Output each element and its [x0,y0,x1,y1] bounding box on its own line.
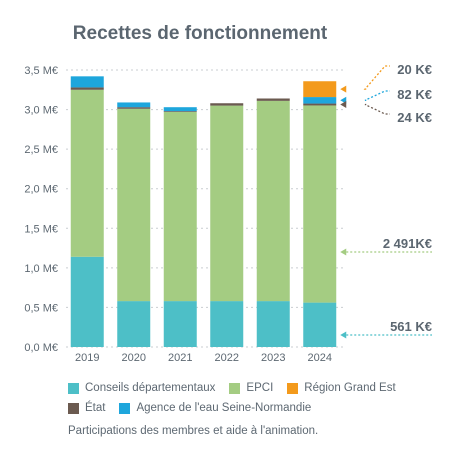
bar-etat-2020 [117,107,151,109]
y-tick-label: 0,0 M€ [24,342,58,354]
legend: Conseils départementaux EPCI Région Grand … [68,378,458,418]
bar-conseils-departementaux-2019 [70,256,104,347]
y-tick-label: 0,5 M€ [24,302,58,314]
bar-epci-2022 [210,105,244,302]
legend-item-epci: EPCI [229,378,273,398]
y-tick-label: 1,5 M€ [24,223,58,235]
x-tick-label: 2022 [215,352,239,364]
bar-agence-de-l-eau-seine-normandie-2024 [303,97,337,104]
bar-etat-2021 [163,111,197,112]
bar-stack-2023 [256,98,290,347]
x-tick-label: 2019 [75,352,99,364]
bar-epci-2024 [303,105,337,303]
bars [70,76,337,347]
x-tick-label: 2023 [261,352,285,364]
bar-agence-de-l-eau-seine-normandie-2020 [117,102,151,108]
bar-epci-2019 [70,89,104,257]
legend-swatch [68,402,79,414]
chart-title: Recettes de fonctionnement [73,23,328,44]
bar-etat-2023 [256,98,290,101]
y-tick-label: 2,0 M€ [24,184,58,196]
callout-2-491k: 2 491K€ [340,236,432,256]
bar-conseils-departementaux-2021 [163,301,197,347]
callouts: 20 K€ 82 K€ 24 K€ 2 491K€ 561 K€ [340,62,432,339]
bar-conseils-departementaux-2020 [117,301,151,347]
callout-label: 82 K€ [397,87,432,102]
legend-item-etat: État [68,398,105,418]
legend-row: État Agence de l'eau Seine-Normandie [68,398,458,418]
bar-region-grand-est-2024 [303,81,337,98]
callout-label: 24 K€ [397,110,432,125]
y-tick-label: 2,5 M€ [24,144,58,156]
x-tick-label: 2024 [308,352,332,364]
legend-swatch [287,382,299,394]
y-axis-ticks: 0,0 M€ 0,5 M€ 1,0 M€ 1,5 M€ 2,0 M€ 2,5 M€ 3,0 … [24,65,58,354]
legend-row: Conseils départementaux EPCI Région Grand … [68,378,458,398]
footnote: Participations des membres et aide à l'a… [68,425,319,437]
y-tick-label: 3,0 M€ [24,105,58,117]
bar-stack-2022 [210,103,244,347]
legend-item-region-grand-est: Région Grand Est [287,378,396,398]
legend-swatch [68,382,79,394]
callout-label: 20 K€ [397,62,432,77]
bar-etat-2024 [303,103,337,106]
callout-561-k: 561 K€ [340,319,432,339]
callout-24-k: 24 K€ [340,101,432,125]
bar-stack-2020 [117,102,151,347]
legend-swatch [229,382,241,394]
bar-agence-de-l-eau-seine-normandie-2019 [70,76,104,88]
bar-etat-2019 [70,87,104,90]
callout-leader [363,65,390,90]
x-tick-label: 2020 [122,352,146,364]
bar-stack-2019 [70,76,104,347]
callout-arrow-icon [340,331,347,339]
stacked-bar-chart: Recettes de fonctionnement 0,0 M€ 0,5 M€ 1… [24,23,432,364]
bar-epci-2020 [117,108,151,302]
callout-arrow-icon [340,85,347,93]
bar-epci-2021 [163,111,197,302]
callout-82-k: 82 K€ [340,87,432,104]
bar-etat-2022 [210,103,244,106]
legend-label: Conseils départementaux [85,382,216,394]
y-tick-label: 1,0 M€ [24,263,58,275]
legend-label: Région Grand Est [304,382,396,394]
bar-agence-de-l-eau-seine-normandie-2021 [163,107,197,112]
bar-conseils-departementaux-2023 [256,301,290,347]
bar-stack-2024 [303,81,337,347]
bar-conseils-departementaux-2022 [210,301,244,347]
callout-label: 561 K€ [390,319,432,334]
x-axis-ticks: 2019 2020 2021 2022 2023 2024 [75,352,332,364]
bar-epci-2023 [256,100,290,302]
gridlines [66,69,343,348]
callout-20-k: 20 K€ [340,62,432,93]
callout-leader [364,90,390,101]
y-tick-label: 3,5 M€ [24,65,58,77]
bar-conseils-departementaux-2024 [303,302,337,347]
callout-leader [364,103,390,115]
x-tick-label: 2021 [168,352,192,364]
legend-label: État [85,402,106,414]
legend-item-conseils-departementaux: Conseils départementaux [68,378,215,398]
callout-label: 2 491K€ [383,236,432,251]
bar-stack-2021 [163,107,197,347]
callout-arrow-icon [340,248,347,256]
callout-arrow-icon [340,101,347,109]
legend-swatch [119,402,131,414]
legend-label: Agence de l'eau Seine-Normandie [136,402,312,414]
legend-item-agence-de-l-eau-seine-normandie: Agence de l'eau Seine-Normandie [119,398,311,418]
legend-label: EPCI [246,382,274,394]
